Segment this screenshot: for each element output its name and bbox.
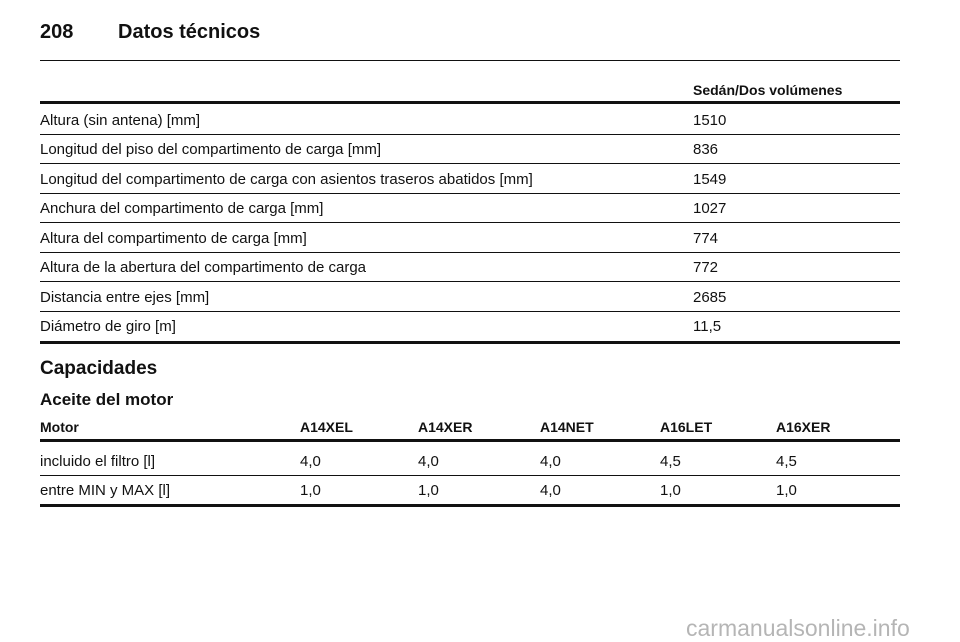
row-label: entre MIN y MAX [l]	[40, 482, 171, 499]
row-value: 836	[693, 141, 719, 158]
subsection-title: Aceite del motor	[40, 389, 174, 409]
column-header: A14XER	[418, 419, 473, 435]
cell-value: 4,0	[300, 452, 321, 470]
row-label: Longitud del compartimento de carga con …	[40, 170, 533, 188]
row-label: Diámetro de giro [m]	[40, 318, 176, 335]
rule	[40, 222, 900, 223]
rule	[40, 503, 900, 507]
row-label: Altura del compartimento de carga [mm]	[40, 229, 307, 247]
cell-value: 1,0	[660, 482, 681, 499]
row-label: Longitud del piso del compartimento de c…	[40, 141, 382, 158]
row-label: Anchura del compartimento de carga [mm]	[40, 200, 324, 217]
column-header: Sedán/Dos volúmenes	[693, 82, 843, 98]
rule	[40, 101, 900, 104]
cell-value: 1,0	[776, 482, 797, 499]
cell-value: 4,0	[418, 452, 439, 470]
cell-value: 4,0	[540, 482, 561, 499]
row-label: Altura de la abertura del compartimento …	[40, 259, 367, 276]
page-title: Datos técnicos	[118, 21, 261, 43]
cell-value: 1,0	[418, 482, 439, 499]
cell-value: 1,0	[300, 482, 321, 499]
row-label: Altura (sin antena) [mm]	[40, 111, 201, 129]
column-header: A14NET	[540, 419, 594, 435]
rule	[40, 60, 900, 61]
rule	[40, 474, 900, 476]
column-header: Motor	[40, 419, 79, 435]
rule	[40, 281, 900, 282]
column-header: A14XEL	[300, 419, 353, 435]
rule	[40, 163, 900, 164]
row-value: 774	[693, 229, 719, 247]
row-value: 1549	[693, 170, 727, 188]
rule	[40, 439, 900, 442]
rule	[40, 340, 900, 344]
row-label: incluido el filtro [l]	[40, 452, 156, 470]
row-value: 1510	[693, 111, 727, 129]
rule	[40, 310, 900, 312]
row-value: 11,5	[693, 318, 722, 335]
row-value: 772	[693, 259, 719, 276]
cell-value: 4,5	[776, 452, 797, 470]
cell-value: 4,5	[660, 452, 681, 470]
cell-value: 4,0	[540, 452, 561, 470]
watermark: carmanualsonline.info	[686, 614, 910, 641]
rule	[40, 133, 900, 135]
rule	[40, 192, 900, 194]
column-header: A16XER	[776, 419, 831, 435]
rule	[40, 251, 900, 253]
page-number: 208	[40, 21, 74, 43]
row-value: 2685	[693, 288, 727, 306]
row-value: 1027	[693, 200, 727, 217]
section-title: Capacidades	[40, 357, 158, 379]
row-label: Distancia entre ejes [mm]	[40, 288, 210, 306]
column-header: A16LET	[660, 419, 713, 435]
